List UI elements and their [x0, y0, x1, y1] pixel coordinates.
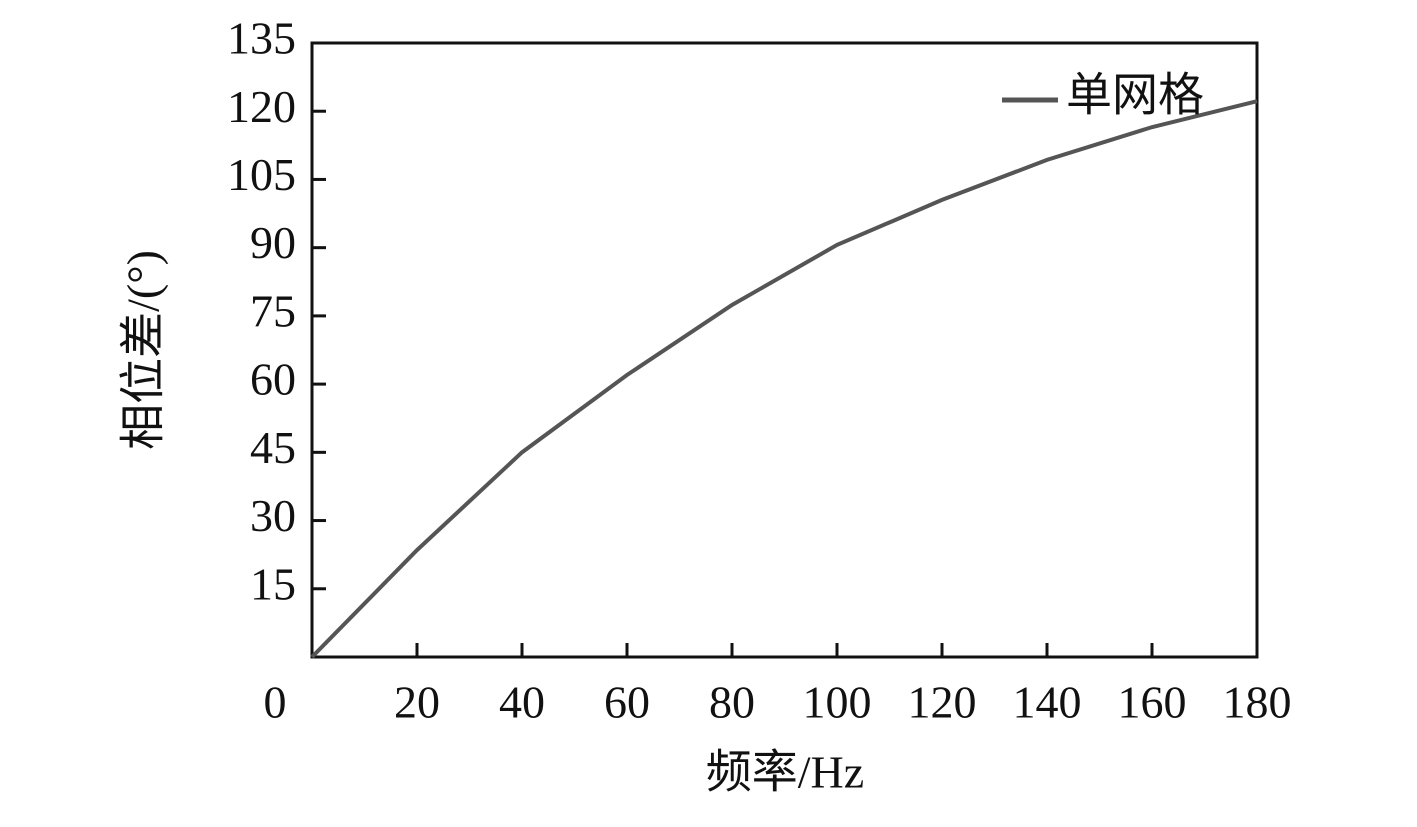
y-tick-label: 30: [250, 490, 296, 541]
y-tick-label: 45: [250, 422, 296, 473]
y-tick-label: 60: [250, 354, 296, 405]
data-line: [310, 99, 1258, 659]
y-tick-label: 120: [227, 81, 296, 132]
legend-label: 单网格: [1066, 70, 1204, 121]
y-tick-label: 90: [250, 217, 296, 268]
y-axis-label: 相位差/(°): [118, 250, 169, 450]
x-tick-label: 60: [604, 677, 650, 728]
x-axis-label: 频率/Hz: [706, 747, 864, 798]
y-tick-label: 135: [227, 13, 296, 64]
x-tick-label: 100: [803, 677, 872, 728]
x-tick-label: 120: [908, 677, 977, 728]
y-tick-label: 15: [250, 558, 296, 609]
y-tick-label: 75: [250, 285, 296, 336]
x-tick-label: 140: [1013, 677, 1082, 728]
x-tick-label: 0: [264, 677, 287, 728]
x-tick-label: 160: [1118, 677, 1187, 728]
x-tick-label: 180: [1223, 677, 1292, 728]
y-tick-label: 105: [227, 149, 296, 200]
x-tick-label: 20: [394, 677, 440, 728]
x-tick-label: 40: [499, 677, 545, 728]
plot-frame: [310, 41, 1259, 659]
x-tick-label: 80: [709, 677, 755, 728]
